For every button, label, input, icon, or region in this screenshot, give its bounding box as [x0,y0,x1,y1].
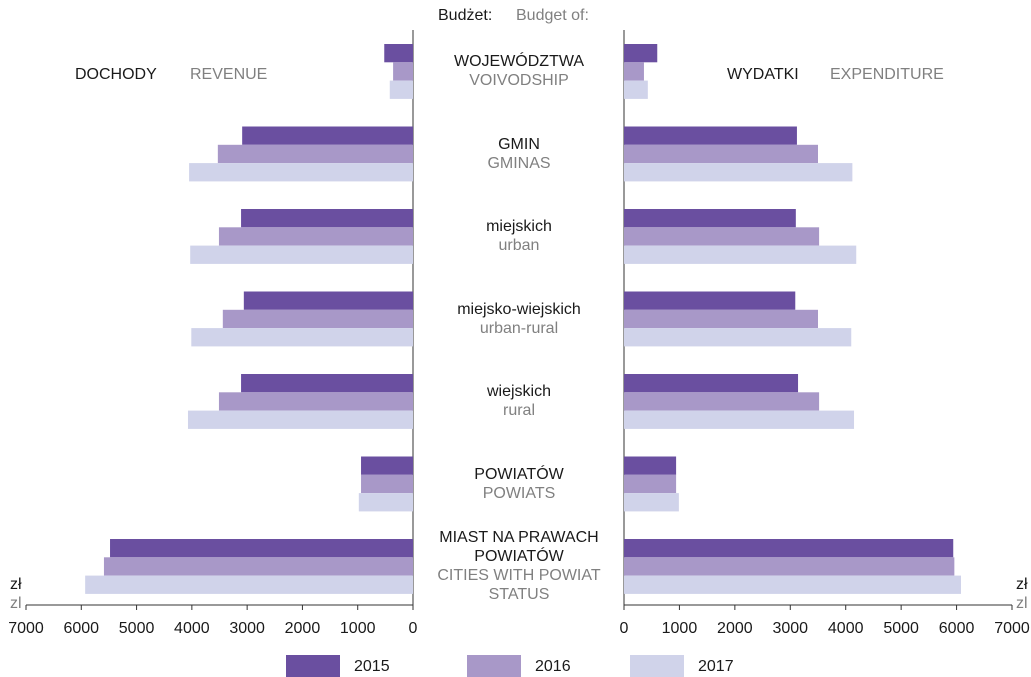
category-en: CITIES WITH POWIAT STATUS [437,567,601,604]
bar [624,557,955,576]
category-en: urban-rural [479,319,559,337]
bar [243,291,413,310]
category-pl: miejsko-wiejskich [457,300,581,318]
x-tick-label: 1000 [340,620,376,637]
bar [361,474,413,494]
bar [624,62,644,81]
bar [624,144,818,164]
chart-subtitle: REVENUE [190,66,267,83]
chart-subtitle: EXPENDITURE [830,66,944,83]
x-axis-unit-en: zl [10,595,22,612]
bar [624,456,677,475]
category-label: miejsko-wiejskich urban-rural [418,300,620,338]
x-tick-label: 5000 [883,620,919,637]
x-tick-label: 2000 [285,620,321,637]
header-label: Budżet: [438,7,492,24]
x-tick-label: 2000 [717,620,753,637]
legend-swatch [286,655,340,677]
bar [218,392,413,411]
bar [624,539,954,558]
legend-label: 2017 [698,658,734,675]
bar [624,80,648,99]
bar [85,575,414,594]
bar [624,245,857,264]
x-tick-label: 4000 [174,620,210,637]
bar [241,374,413,393]
bar [241,209,413,228]
bar [624,493,679,512]
bar [361,456,413,475]
x-tick-label: 7000 [8,620,44,637]
category-en: GMINAS [487,154,551,172]
bar [624,392,820,411]
bar [624,575,962,594]
category-en: POWIATS [482,484,556,502]
bar [110,539,413,558]
category-en: rural [502,402,535,420]
category-label: miejskich urban [418,217,620,255]
bar [242,126,413,145]
category-label: GMIN GMINAS [418,135,620,173]
bar [191,328,413,347]
x-axis-unit: zł [10,576,22,593]
bar [624,126,797,145]
legend-swatch [467,655,521,677]
bar [393,62,413,81]
category-en: urban [498,237,540,255]
bar [389,80,413,99]
x-tick-label: 0 [620,620,629,637]
chart-title: DOCHODY [75,66,157,83]
category-label: WOJEWÓDZTWA VOIVODSHIP [418,52,620,90]
legend-swatch [630,655,684,677]
x-tick-label: 5000 [119,620,155,637]
header-label-en: Budget of: [516,7,589,24]
bar [624,309,818,329]
x-tick-label: 3000 [772,620,808,637]
category-pl: MIAST NA PRAWACH POWIATÓW [439,529,599,566]
category-pl: WOJEWÓDZTWA [453,53,585,71]
category-pl: wiejskich [486,383,551,401]
bar [624,328,852,347]
bar [624,163,853,182]
category-pl: POWIATÓW [474,465,564,483]
legend-label: 2016 [535,658,571,675]
bar [358,493,413,512]
x-tick-label: 4000 [828,620,864,637]
bar [624,44,658,63]
legend-label: 2015 [354,658,390,675]
bar [624,227,820,246]
category-en: VOIVODSHIP [469,72,569,90]
category-label: MIAST NA PRAWACH POWIATÓW CITIES WITH POW… [418,528,620,604]
bar [624,474,677,494]
x-axis-unit: zł [1016,576,1028,593]
bar [624,209,796,228]
bar [222,309,413,329]
x-tick-label: 6000 [63,620,99,637]
bar [103,557,414,576]
x-tick-label: 0 [409,620,418,637]
x-tick-label: 1000 [662,620,698,637]
bar [218,227,413,246]
bar [384,44,413,63]
category-pl: GMIN [498,135,540,153]
bar [187,410,413,429]
chart-title: WYDATKI [727,66,799,83]
category-pl: miejskich [486,218,552,236]
x-tick-label: 6000 [939,620,975,637]
bar [624,291,796,310]
bar [624,410,855,429]
x-tick-label: 3000 [229,620,265,637]
x-tick-label: 7000 [994,620,1030,637]
bar [624,374,799,393]
bar [189,163,413,182]
category-label: wiejskich rural [418,382,620,420]
x-axis-unit-en: zl [1016,595,1028,612]
category-label: POWIATÓW POWIATS [418,465,620,503]
bar [190,245,413,264]
bar [217,144,413,164]
